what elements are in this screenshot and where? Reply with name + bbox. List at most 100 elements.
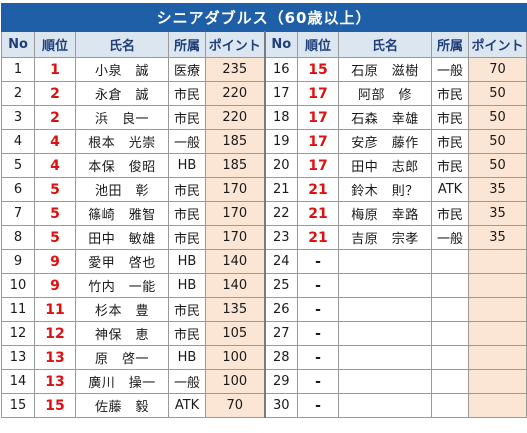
points-cell: 35 bbox=[467, 225, 527, 250]
affiliation-cell: 一般 bbox=[431, 57, 469, 82]
affiliation-cell: 市民 bbox=[168, 105, 206, 130]
header-no: No bbox=[1, 31, 35, 58]
affiliation-cell: HB bbox=[168, 273, 206, 298]
points-cell: 185 bbox=[205, 153, 266, 178]
row-number: 27 bbox=[264, 321, 298, 346]
header-no: No bbox=[264, 31, 298, 58]
affiliation-cell: 市民 bbox=[431, 129, 469, 154]
header-name: 氏名 bbox=[338, 31, 432, 58]
affiliation-cell: 市民 bbox=[168, 81, 206, 106]
row-number: 19 bbox=[264, 129, 298, 154]
row-number: 29 bbox=[264, 369, 298, 394]
rank-cell: 15 bbox=[34, 393, 76, 418]
rank-cell: - bbox=[297, 345, 339, 370]
affiliation-cell bbox=[431, 321, 469, 346]
points-cell bbox=[467, 297, 527, 322]
row-number: 22 bbox=[264, 201, 298, 226]
rank-cell: 1 bbox=[34, 57, 76, 82]
affiliation-cell bbox=[431, 345, 469, 370]
affiliation-cell: 市民 bbox=[168, 225, 206, 250]
rank-cell: 11 bbox=[34, 297, 76, 322]
points-cell bbox=[467, 321, 527, 346]
table-row: 12 12 神保 恵市民 105 27- bbox=[1, 321, 527, 346]
row-number: 4 bbox=[1, 129, 35, 154]
affiliation-cell: 市民 bbox=[431, 201, 469, 226]
header-rank: 順位 bbox=[297, 31, 339, 58]
row-number: 11 bbox=[1, 297, 35, 322]
rank-cell: 21 bbox=[297, 177, 339, 202]
table-title: シニアダブルス（60歳以上） bbox=[0, 3, 527, 32]
row-number: 3 bbox=[1, 105, 35, 130]
points-cell: 235 bbox=[205, 57, 266, 82]
points-cell: 35 bbox=[467, 177, 527, 202]
table-row: 15 15 佐藤 毅 ATK 70 30- bbox=[1, 393, 527, 418]
player-name: 浜 良一 bbox=[75, 105, 169, 130]
player-name: 篠崎 雅智 bbox=[75, 201, 169, 226]
rank-cell: 17 bbox=[297, 153, 339, 178]
header-affiliation: 所属 bbox=[431, 31, 469, 58]
row-number: 7 bbox=[1, 201, 35, 226]
affiliation-cell: 市民 bbox=[431, 105, 469, 130]
player-name bbox=[338, 393, 432, 418]
row-number: 5 bbox=[1, 153, 35, 178]
player-name: 永倉 誠 bbox=[75, 81, 169, 106]
points-cell: 35 bbox=[467, 201, 527, 226]
points-cell: 50 bbox=[467, 81, 527, 106]
player-name: 小泉 誠 bbox=[75, 57, 169, 82]
affiliation-cell: ATK bbox=[431, 177, 469, 202]
affiliation-cell bbox=[431, 369, 469, 394]
row-number: 15 bbox=[1, 393, 35, 418]
player-name: 佐藤 毅 bbox=[75, 393, 169, 418]
player-name bbox=[338, 249, 432, 274]
row-number: 2 bbox=[1, 81, 35, 106]
table-body: 1 1 小泉 誠医療 235 16 15 石原 滋樹 一般 70 2 2 永倉 誠市民 220 17 17 阿… bbox=[1, 57, 527, 418]
points-cell: 50 bbox=[467, 153, 527, 178]
table-row: 14 13 廣川 操一 一般 100 29- bbox=[1, 369, 527, 394]
table-row: 1 1 小泉 誠医療 235 16 15 石原 滋樹 一般 70 bbox=[1, 57, 527, 82]
points-cell bbox=[467, 273, 527, 298]
rank-cell: - bbox=[297, 273, 339, 298]
rank-cell: 21 bbox=[297, 225, 339, 250]
player-name bbox=[338, 345, 432, 370]
affiliation-cell: 市民 bbox=[168, 177, 206, 202]
affiliation-cell bbox=[431, 273, 469, 298]
affiliation-cell: 市民 bbox=[168, 201, 206, 226]
points-cell: 100 bbox=[205, 369, 266, 394]
affiliation-cell: HB bbox=[168, 249, 206, 274]
row-number: 12 bbox=[1, 321, 35, 346]
row-number: 8 bbox=[1, 225, 35, 250]
player-name: 吉原 宗孝 bbox=[338, 225, 432, 250]
rank-cell: 17 bbox=[297, 81, 339, 106]
player-name: 梅原 幸路 bbox=[338, 201, 432, 226]
header-name: 氏名 bbox=[75, 31, 169, 58]
player-name: 神保 恵 bbox=[75, 321, 169, 346]
player-name: 原 啓一 bbox=[75, 345, 169, 370]
rank-cell: 4 bbox=[34, 153, 76, 178]
table-row: 11 11 杉本 豊市民 135 26- bbox=[1, 297, 527, 322]
points-cell bbox=[467, 249, 527, 274]
points-cell: 185 bbox=[205, 129, 266, 154]
row-number: 25 bbox=[264, 273, 298, 298]
row-number: 24 bbox=[264, 249, 298, 274]
rank-cell: 12 bbox=[34, 321, 76, 346]
affiliation-cell: HB bbox=[168, 153, 206, 178]
table-row: 5 4 本保 俊昭 HB 185 20 17 田中 志郎 市民 50 bbox=[1, 153, 527, 178]
row-number: 16 bbox=[264, 57, 298, 82]
player-name: 石原 滋樹 bbox=[338, 57, 432, 82]
player-name bbox=[338, 297, 432, 322]
header-points: ポイント bbox=[467, 31, 527, 58]
rank-cell: 21 bbox=[297, 201, 339, 226]
player-name: 安彦 藤作 bbox=[338, 129, 432, 154]
points-cell: 220 bbox=[205, 81, 266, 106]
rank-cell: 4 bbox=[34, 129, 76, 154]
row-number: 13 bbox=[1, 345, 35, 370]
table-row: 13 13 原 啓一 HB 100 28- bbox=[1, 345, 527, 370]
player-name bbox=[338, 369, 432, 394]
rank-cell: 5 bbox=[34, 225, 76, 250]
player-name: 阿部 修 bbox=[338, 81, 432, 106]
row-number: 23 bbox=[264, 225, 298, 250]
points-cell: 220 bbox=[205, 105, 266, 130]
player-name: 池田 彰 bbox=[75, 177, 169, 202]
